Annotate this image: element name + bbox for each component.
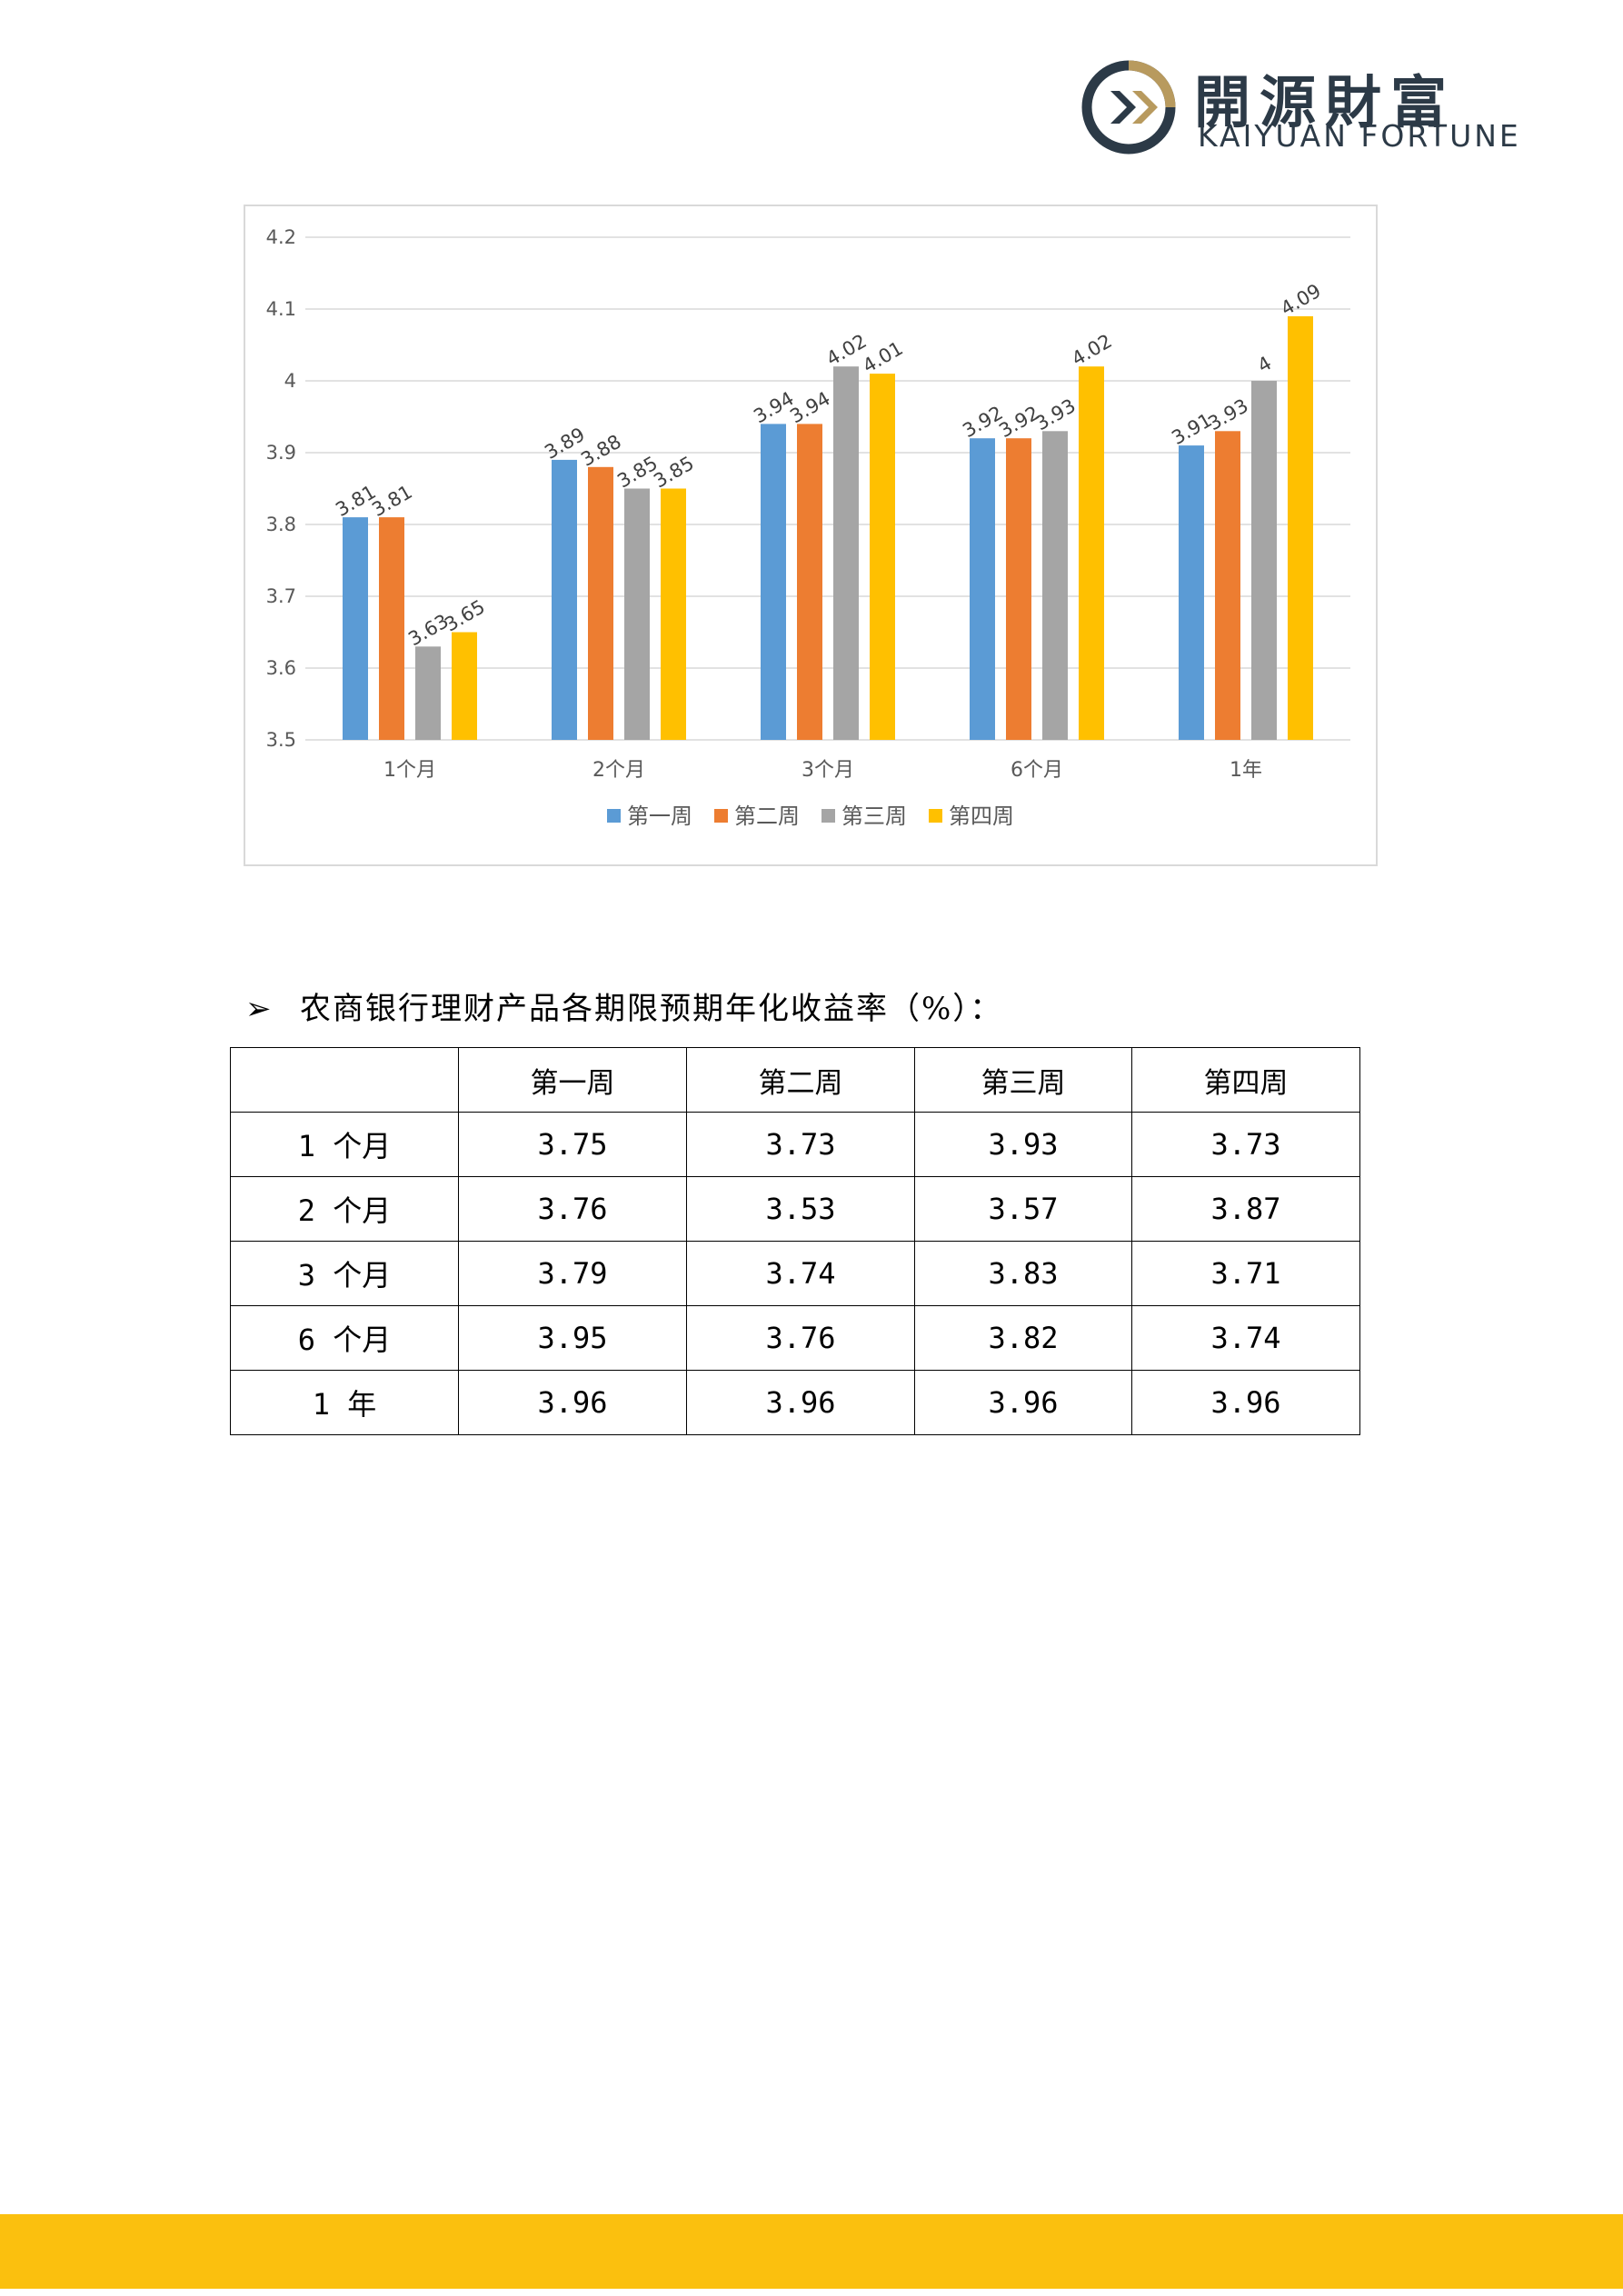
table-cell: 3.87 bbox=[1131, 1176, 1360, 1242]
table-cell: 3.83 bbox=[914, 1241, 1132, 1306]
table-cell: 3.95 bbox=[458, 1305, 687, 1371]
legend-swatch bbox=[607, 809, 621, 823]
chart-bar bbox=[661, 488, 686, 740]
table-cell: 3.96 bbox=[458, 1370, 687, 1435]
table-cell: 3.79 bbox=[458, 1241, 687, 1306]
table-row: 3 个月 3.79 3.74 3.83 3.71 bbox=[230, 1241, 1360, 1306]
section-title: 农商银行理财产品各期限预期年化收益率（%）： bbox=[300, 991, 1003, 1027]
legend-label: 第二周 bbox=[734, 804, 800, 829]
table-cell: 3.76 bbox=[686, 1305, 915, 1371]
footer-bar bbox=[0, 2214, 1623, 2289]
chart-bar bbox=[379, 517, 404, 740]
rural-bank-yield-table: 第一周 第二周 第三周 第四周 1 个月 3.75 3.73 3.93 3.73… bbox=[230, 1047, 1360, 1435]
chart-bar bbox=[452, 632, 477, 740]
data-label: 4.02 bbox=[1068, 330, 1116, 370]
table-cell: 1 年 bbox=[230, 1370, 459, 1435]
chart-bar bbox=[833, 366, 859, 740]
y-tick-label: 3.5 bbox=[266, 729, 296, 751]
table-cell: 2 个月 bbox=[230, 1176, 459, 1242]
x-tick-label: 1个月 bbox=[383, 759, 436, 782]
chart-bar bbox=[588, 466, 613, 740]
table-cell: 3.71 bbox=[1131, 1241, 1360, 1306]
section-heading: ➢ 农商银行理财产品各期限预期年化收益率（%）： bbox=[245, 983, 1002, 1028]
data-label: 3.94 bbox=[786, 387, 834, 427]
chart-bar bbox=[343, 517, 368, 740]
y-tick-label: 3.7 bbox=[266, 585, 296, 607]
chart-bar bbox=[1006, 438, 1031, 740]
data-label: 3.85 bbox=[650, 452, 698, 492]
legend-swatch bbox=[714, 809, 728, 823]
table-cell: 3.96 bbox=[914, 1370, 1132, 1435]
chart-bar bbox=[1079, 366, 1104, 740]
chart-bar bbox=[1179, 445, 1204, 740]
chart-bar bbox=[970, 438, 995, 740]
table-header-cell: 第一周 bbox=[458, 1047, 687, 1113]
y-tick-label: 4.1 bbox=[266, 298, 296, 320]
table-cell: 1 个月 bbox=[230, 1112, 459, 1177]
table-cell: 3.76 bbox=[458, 1176, 687, 1242]
table-cell: 3.53 bbox=[686, 1176, 915, 1242]
data-label: 3.65 bbox=[441, 595, 489, 635]
table-header-cell: 第二周 bbox=[686, 1047, 915, 1113]
kaiyuan-logo-icon bbox=[1081, 60, 1176, 155]
chart-canvas: 3.53.63.73.83.944.14.23.813.813.633.651个… bbox=[266, 226, 1350, 829]
table-row: 2 个月 3.76 3.53 3.57 3.87 bbox=[230, 1176, 1360, 1242]
y-tick-label: 4.2 bbox=[266, 226, 296, 248]
table-cell: 3.96 bbox=[1131, 1370, 1360, 1435]
table-cell: 3.93 bbox=[914, 1112, 1132, 1177]
table-row: 6 个月 3.95 3.76 3.82 3.74 bbox=[230, 1305, 1360, 1371]
data-label: 3.93 bbox=[1031, 394, 1080, 434]
legend-swatch bbox=[821, 809, 835, 823]
x-tick-label: 1年 bbox=[1230, 759, 1262, 782]
bank-wealth-yield-chart: 3.5 3.6 3.7 3.8 3.9 4 4.1 4.2 3.81 3.81 3.63 3.65 1个… bbox=[244, 205, 1378, 866]
y-tick-label: 3.9 bbox=[266, 442, 296, 464]
data-label: 3.81 bbox=[368, 481, 416, 521]
table-cell: 3.74 bbox=[686, 1241, 915, 1306]
chart-bar bbox=[552, 459, 577, 740]
table-cell: 3.73 bbox=[686, 1112, 915, 1177]
data-label: 3.93 bbox=[1204, 394, 1252, 434]
data-label: 4 bbox=[1254, 352, 1276, 376]
table-header-cell bbox=[230, 1047, 459, 1113]
table-cell: 3 个月 bbox=[230, 1241, 459, 1306]
x-tick-label: 6个月 bbox=[1011, 759, 1063, 782]
table-header-row: 第一周 第二周 第三周 第四周 bbox=[230, 1047, 1360, 1113]
legend-label: 第四周 bbox=[949, 804, 1014, 829]
logo-english-name: KAIYUAN FORTUNE bbox=[1198, 118, 1521, 154]
legend-label: 第三周 bbox=[841, 804, 907, 829]
data-label: 4.09 bbox=[1277, 280, 1325, 320]
x-tick-label: 2个月 bbox=[592, 759, 645, 782]
table-cell: 3.57 bbox=[914, 1176, 1132, 1242]
table-cell: 3.96 bbox=[686, 1370, 915, 1435]
y-tick-label: 4 bbox=[284, 370, 296, 392]
y-tick-label: 3.6 bbox=[266, 657, 296, 679]
legend-label: 第一周 bbox=[627, 804, 692, 829]
chart-bar bbox=[761, 424, 786, 740]
table-cell: 3.74 bbox=[1131, 1305, 1360, 1371]
table-cell: 3.75 bbox=[458, 1112, 687, 1177]
chart-bar bbox=[1251, 381, 1277, 740]
arrow-bullet-icon: ➢ bbox=[245, 991, 274, 1027]
chart-bar bbox=[870, 374, 895, 740]
chart-bar bbox=[1042, 431, 1068, 740]
chart-bar bbox=[1288, 315, 1313, 740]
table-header-cell: 第四周 bbox=[1131, 1047, 1360, 1113]
table-cell: 3.82 bbox=[914, 1305, 1132, 1371]
chart-bar bbox=[415, 646, 441, 740]
table-row: 1 个月 3.75 3.73 3.93 3.73 bbox=[230, 1112, 1360, 1177]
logo-chinese-name: 開源財富 bbox=[1194, 69, 1457, 135]
table-cell: 3.73 bbox=[1131, 1112, 1360, 1177]
chart-bar bbox=[1215, 431, 1240, 740]
x-tick-label: 3个月 bbox=[802, 759, 854, 782]
chart-bar bbox=[624, 488, 650, 740]
company-logo: 開源財富 KAIYUAN FORTUNE bbox=[1081, 56, 1518, 156]
table-row: 1 年 3.96 3.96 3.96 3.96 bbox=[230, 1370, 1360, 1435]
chart-bar bbox=[797, 424, 822, 740]
y-tick-label: 3.8 bbox=[266, 514, 296, 535]
legend-swatch bbox=[929, 809, 942, 823]
table-header-cell: 第三周 bbox=[914, 1047, 1132, 1113]
table-cell: 6 个月 bbox=[230, 1305, 459, 1371]
